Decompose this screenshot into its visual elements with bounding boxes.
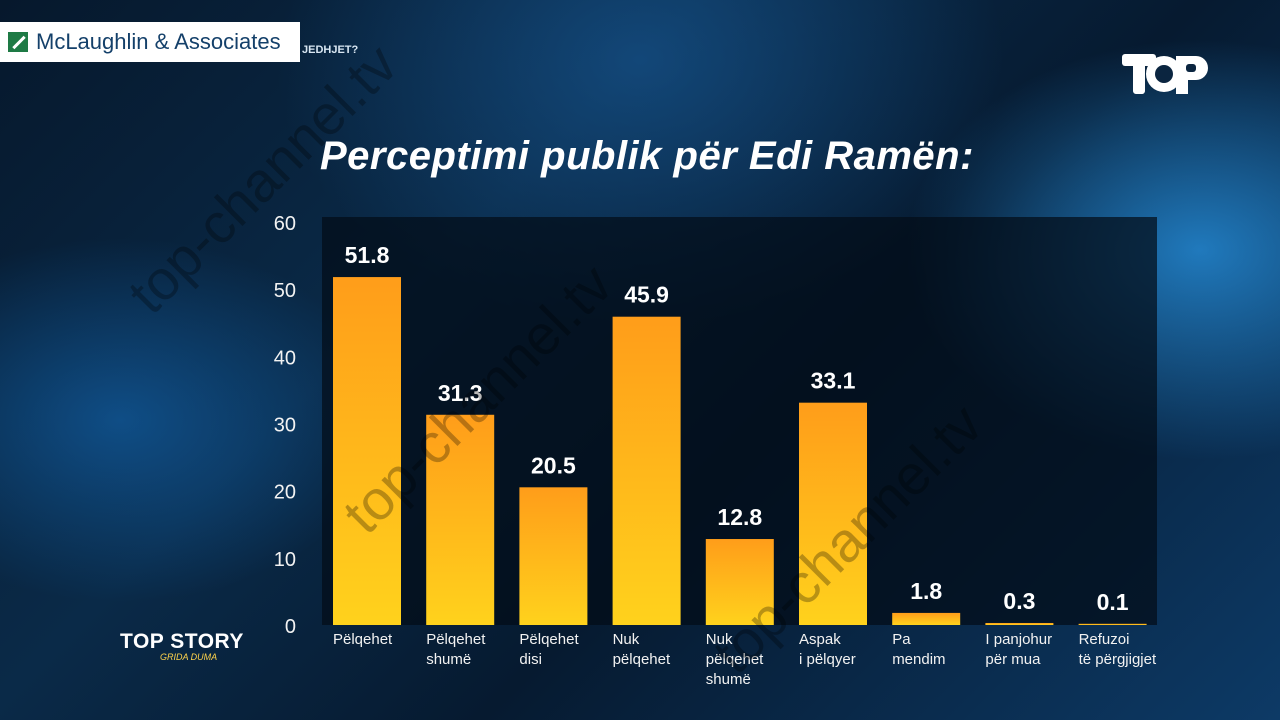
sponsor-logo: McLaughlin & Associates: [0, 22, 300, 62]
bar: [426, 414, 495, 625]
y-tick-label: 20: [274, 482, 296, 504]
sponsor-name: McLaughlin & Associates: [36, 29, 281, 54]
bar-value-label: 1.8: [910, 578, 942, 604]
x-category-label: Pëlqehet shumë: [426, 631, 486, 668]
chart-title: Perceptimi publik për Edi Ramën:: [320, 134, 974, 178]
show-brand: TOP STORY GRIDA DUMA: [120, 630, 244, 662]
bar-value-label: 0.1: [1097, 589, 1129, 615]
bar-value-label: 51.8: [345, 242, 390, 268]
y-tick-label: 0: [285, 616, 296, 638]
y-tick-label: 40: [274, 347, 296, 369]
x-category-label: Nuk pëlqehet: [613, 631, 671, 668]
bar: [799, 402, 867, 625]
x-category-label: I panjohur për mua: [985, 631, 1052, 668]
x-category-label: Pëlqehet: [333, 631, 393, 648]
y-tick-label: 60: [274, 213, 296, 235]
bar: [985, 622, 1054, 625]
show-name: TOP STORY: [120, 630, 244, 653]
header-fragment: JEDHJET?: [302, 44, 359, 56]
bar-value-label: 33.1: [811, 368, 856, 394]
y-tick-label: 30: [274, 415, 296, 437]
y-tick-label: 50: [274, 280, 296, 302]
bar: [705, 539, 774, 625]
bar: [333, 277, 401, 625]
x-category-label: Aspak i pëlqyer: [799, 631, 856, 668]
x-category-label: Refuzoi të përgjigjet: [1079, 631, 1157, 668]
sponsor-logo-mark: [8, 32, 28, 52]
bar-value-label: 0.3: [1003, 588, 1035, 614]
bar-value-label: 45.9: [624, 282, 669, 308]
bar-value-label: 20.5: [531, 452, 576, 478]
x-category-label: Nuk pëlqehet shumë: [706, 631, 764, 688]
bar: [519, 487, 588, 625]
bar: [892, 612, 961, 625]
bar: [612, 316, 681, 625]
x-category-label: Pa mendim: [892, 631, 945, 668]
show-host: GRIDA DUMA: [160, 652, 218, 662]
x-category-label: Pëlqehet disi: [519, 631, 579, 668]
bar-value-label: 31.3: [438, 380, 483, 406]
y-tick-label: 10: [274, 549, 296, 571]
channel-logo-icon: [1122, 54, 1208, 94]
bar-value-label: 12.8: [717, 504, 762, 530]
bar: [1078, 623, 1147, 625]
